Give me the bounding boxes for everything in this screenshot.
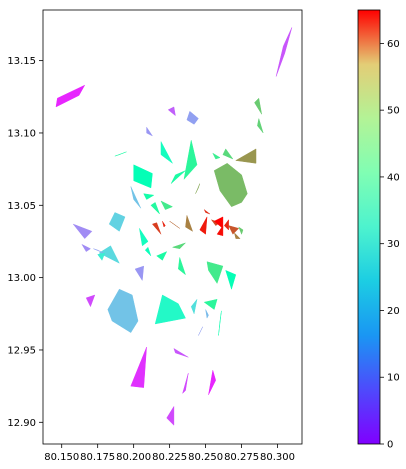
map-region-28 xyxy=(162,221,166,228)
colorbar-tick-label: 20 xyxy=(387,306,400,317)
map-region-55 xyxy=(205,309,209,319)
map-region-21 xyxy=(130,186,142,209)
x-tick-label: 80.225 xyxy=(152,452,187,463)
map-region-51 xyxy=(154,294,186,325)
map-region-7 xyxy=(146,126,154,137)
map-region-23 xyxy=(72,223,93,239)
map-region-36 xyxy=(223,219,229,231)
map-region-1 xyxy=(55,84,86,108)
colorbar: 0 10 20 30 40 50 60 xyxy=(357,9,400,451)
map-region-39 xyxy=(238,226,244,235)
map-region-2 xyxy=(275,27,293,77)
y-tick-label: 13.00 xyxy=(7,273,36,284)
x-tick-label: 80.250 xyxy=(188,452,223,463)
map-region-34 xyxy=(213,216,224,229)
colorbar-tick-label: 0 xyxy=(387,440,393,451)
y-tick-label: 13.15 xyxy=(7,56,36,67)
map-region-9 xyxy=(183,140,198,181)
x-tick-label: 80.175 xyxy=(80,452,115,463)
colorbar-tick-label: 10 xyxy=(387,373,400,384)
map-region-27 xyxy=(151,222,162,235)
map-region-46 xyxy=(206,261,224,284)
map-region-37 xyxy=(228,225,240,235)
map-region-48 xyxy=(134,265,144,282)
map-region-43 xyxy=(156,251,168,261)
map-plot-area: 80.150 80.175 80.200 80.225 80.250 80.275 80.3… xyxy=(7,9,303,463)
map-region-11 xyxy=(222,148,234,160)
colorbar-tick-label: 40 xyxy=(387,172,400,183)
map-region-10 xyxy=(212,152,221,160)
map-region-4 xyxy=(257,118,264,134)
map-region-6 xyxy=(186,110,199,125)
colorbar-tick-label: 60 xyxy=(387,39,400,50)
map-region-31 xyxy=(203,209,211,215)
map-region-30 xyxy=(185,215,194,232)
map-region-32 xyxy=(199,216,208,235)
map-region-22 xyxy=(108,212,126,232)
map-regions xyxy=(55,27,293,426)
map-region-60 xyxy=(208,370,216,395)
map-region-52 xyxy=(190,299,198,315)
map-region-54 xyxy=(218,310,222,336)
map-region-17 xyxy=(213,162,248,208)
y-tick-label: 12.95 xyxy=(7,345,36,356)
y-tick-label: 12.90 xyxy=(7,418,36,429)
colorbar-gradient xyxy=(358,10,380,444)
colorbar-tick-label: 30 xyxy=(387,239,400,250)
x-tick-label: 80.275 xyxy=(224,452,259,463)
map-region-3 xyxy=(254,97,262,115)
map-region-42 xyxy=(97,252,106,261)
plot-background xyxy=(43,10,302,444)
colorbar-frame xyxy=(357,9,381,445)
map-region-35 xyxy=(216,224,224,237)
map-region-61 xyxy=(166,405,175,426)
map-region-15 xyxy=(170,170,186,184)
map-region-50 xyxy=(107,288,139,333)
x-tick-label: 80.150 xyxy=(44,452,79,463)
map-region-41 xyxy=(93,248,104,254)
map-region-47 xyxy=(225,269,237,291)
x-tick-label: 80.300 xyxy=(260,452,295,463)
map-region-49 xyxy=(85,294,96,308)
y-tick-label: 13.10 xyxy=(7,128,36,139)
colorbar-tick-label: 50 xyxy=(387,106,400,117)
map-region-29 xyxy=(169,220,180,229)
plot-frame xyxy=(42,9,303,445)
map-region-38 xyxy=(233,231,241,239)
map-region-14 xyxy=(133,164,153,189)
y-tick-label: 13.05 xyxy=(7,201,36,212)
map-region-58 xyxy=(130,347,147,388)
y-axis-ticks: 12.90 12.95 13.00 13.05 13.10 13.15 xyxy=(7,56,43,429)
map-region-16 xyxy=(195,183,201,194)
map-region-12 xyxy=(235,148,257,164)
map-region-13 xyxy=(114,151,127,157)
map-region-44 xyxy=(171,242,186,249)
map-region-57 xyxy=(173,347,189,358)
map-region-45 xyxy=(178,257,187,276)
colorbar-ticks: 0 10 20 30 40 50 60 xyxy=(380,39,400,451)
map-region-19 xyxy=(150,202,160,215)
map-region-53 xyxy=(203,298,218,310)
map-region-26 xyxy=(144,246,152,257)
map-region-40 xyxy=(81,243,91,252)
map-region-56 xyxy=(198,326,203,336)
x-axis-ticks: 80.150 80.175 80.200 80.225 80.250 80.275 80.3… xyxy=(44,444,295,463)
map-region-59 xyxy=(182,373,189,395)
map-region-24 xyxy=(98,245,120,264)
x-tick-label: 80.200 xyxy=(116,452,151,463)
map-region-5 xyxy=(167,106,176,117)
map-region-20 xyxy=(160,200,174,210)
map-region-25 xyxy=(139,228,149,247)
map-region-8 xyxy=(160,141,173,164)
map-region-18 xyxy=(143,193,155,200)
